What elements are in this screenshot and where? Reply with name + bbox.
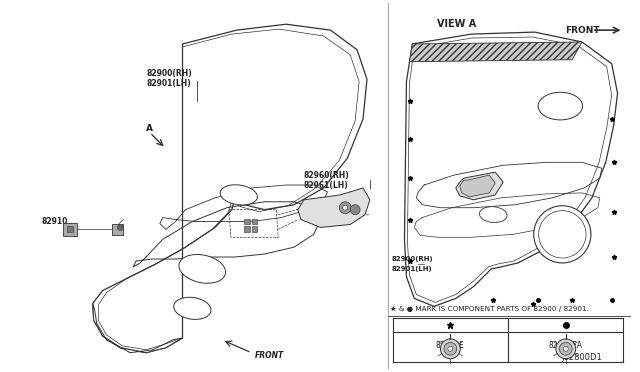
Circle shape	[117, 224, 124, 230]
FancyBboxPatch shape	[252, 227, 257, 232]
Text: 82961(LH): 82961(LH)	[304, 180, 349, 189]
Text: 82910: 82910	[42, 217, 68, 226]
Ellipse shape	[534, 206, 591, 263]
FancyBboxPatch shape	[244, 227, 250, 232]
Circle shape	[343, 205, 348, 210]
Text: FRONT: FRONT	[255, 351, 284, 360]
Circle shape	[448, 346, 453, 351]
Text: ★ & ● MARK IS COMPONENT PARTS OF 82900 / 82901.: ★ & ● MARK IS COMPONENT PARTS OF 82900 /…	[390, 306, 589, 312]
Circle shape	[559, 342, 572, 355]
Text: 82901(LH): 82901(LH)	[146, 79, 191, 88]
Polygon shape	[298, 188, 370, 227]
Text: 82901(LH): 82901(LH)	[392, 266, 432, 272]
Polygon shape	[404, 32, 618, 307]
Text: FRONT: FRONT	[565, 26, 600, 35]
Circle shape	[556, 339, 575, 359]
Ellipse shape	[479, 207, 507, 222]
Polygon shape	[93, 24, 367, 353]
Ellipse shape	[539, 211, 586, 258]
Ellipse shape	[538, 92, 582, 120]
Text: 82900(RH): 82900(RH)	[392, 256, 433, 262]
Ellipse shape	[220, 185, 257, 205]
Circle shape	[440, 339, 460, 359]
Circle shape	[350, 205, 360, 215]
Text: A: A	[146, 124, 153, 133]
Text: VIEW A: VIEW A	[437, 19, 476, 29]
Text: 82091E: 82091E	[436, 341, 465, 350]
Ellipse shape	[179, 254, 225, 283]
Text: 82900(RH): 82900(RH)	[146, 69, 192, 78]
Polygon shape	[460, 175, 495, 197]
FancyBboxPatch shape	[244, 219, 250, 224]
FancyBboxPatch shape	[63, 223, 77, 236]
Ellipse shape	[173, 297, 211, 320]
FancyBboxPatch shape	[67, 227, 73, 232]
Circle shape	[563, 346, 568, 351]
Text: 82091EA: 82091EA	[548, 341, 583, 350]
Text: J82800D1: J82800D1	[562, 353, 602, 362]
FancyBboxPatch shape	[252, 219, 257, 224]
Circle shape	[339, 202, 351, 214]
Polygon shape	[410, 42, 582, 62]
Circle shape	[444, 342, 457, 355]
Polygon shape	[93, 304, 182, 353]
FancyBboxPatch shape	[112, 224, 123, 235]
Polygon shape	[456, 172, 503, 200]
Text: 82960(RH): 82960(RH)	[304, 171, 349, 180]
